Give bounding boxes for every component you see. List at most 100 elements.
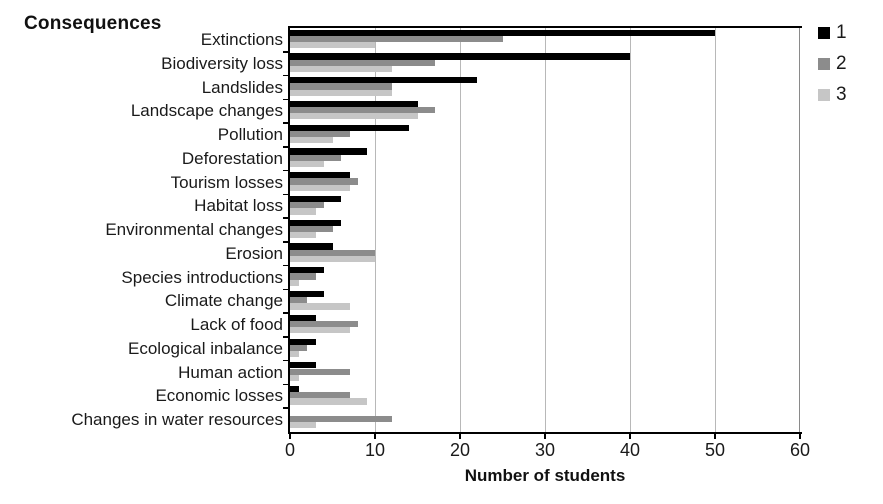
category-label: Tourism losses bbox=[170, 172, 283, 192]
bar-pollution-series-3 bbox=[290, 137, 333, 144]
category-label: Ecological inbalance bbox=[128, 338, 283, 358]
bar-biodiversity-loss-series-3 bbox=[290, 65, 392, 72]
x-axis-tick bbox=[799, 434, 801, 439]
category-label: Landslides bbox=[201, 77, 283, 97]
x-axis-title: Number of students bbox=[464, 466, 626, 485]
y-axis-tick bbox=[283, 288, 288, 291]
category-label: Climate change bbox=[164, 291, 283, 311]
y-axis-tick bbox=[283, 407, 288, 409]
bar-pollution-series-2 bbox=[290, 130, 350, 138]
bar-erosion-series-1 bbox=[290, 243, 333, 250]
gridline-x50 bbox=[714, 28, 716, 432]
bar-environmental-changes-series-1 bbox=[290, 219, 341, 226]
y-axis-tick bbox=[283, 359, 288, 362]
x-axis-tick bbox=[289, 434, 291, 439]
bar-ecological-inbalance-series-3 bbox=[290, 350, 299, 358]
bar-human-action-series-2 bbox=[290, 368, 350, 375]
y-axis-tick bbox=[283, 193, 288, 196]
x-tick-label: 30 bbox=[534, 440, 556, 460]
legend-label: 2 bbox=[836, 53, 847, 74]
y-axis-tick bbox=[283, 312, 288, 314]
bar-economic-losses-series-1 bbox=[290, 386, 299, 393]
bar-ecological-inbalance-series-2 bbox=[290, 344, 307, 351]
category-label: Environmental changes bbox=[105, 220, 283, 240]
bar-species-introductions-series-3 bbox=[290, 279, 299, 286]
gridline-x40 bbox=[629, 28, 631, 432]
bar-tourism-losses-series-3 bbox=[290, 184, 350, 191]
category-label: Deforestation bbox=[181, 148, 283, 168]
bar-erosion-series-2 bbox=[290, 249, 375, 256]
bar-lack-of-food-series-2 bbox=[290, 320, 358, 328]
bar-extinctions-series-3 bbox=[290, 42, 375, 49]
x-tick-label: 0 bbox=[284, 440, 295, 460]
bar-biodiversity-loss-series-2 bbox=[290, 59, 435, 66]
category-label: Lack of food bbox=[190, 315, 283, 335]
bar-tourism-losses-series-1 bbox=[290, 172, 350, 179]
bar-lack-of-food-series-1 bbox=[290, 314, 316, 321]
x-tick-label: 20 bbox=[449, 440, 471, 460]
bar-changes-in-water-resources-series-2 bbox=[290, 416, 392, 423]
legend-item-3: 3 bbox=[818, 84, 847, 106]
bar-landslides-series-1 bbox=[290, 77, 477, 84]
bar-deforestation-series-3 bbox=[290, 160, 324, 167]
x-axis-tick bbox=[459, 434, 461, 439]
bar-economic-losses-series-3 bbox=[290, 398, 367, 405]
y-axis-tick bbox=[283, 264, 288, 267]
x-axis-tick bbox=[714, 434, 716, 439]
legend-swatch-icon bbox=[818, 89, 830, 101]
bar-deforestation-series-1 bbox=[290, 148, 367, 155]
category-label: Extinctions bbox=[200, 30, 283, 49]
bar-economic-losses-series-2 bbox=[290, 392, 350, 399]
bar-landslides-series-3 bbox=[290, 89, 392, 96]
bar-human-action-series-3 bbox=[290, 374, 299, 381]
gridline-x10 bbox=[374, 28, 376, 432]
bar-habitat-loss-series-1 bbox=[290, 195, 341, 203]
category-label: Economic losses bbox=[155, 386, 283, 406]
bar-climate-change-series-3 bbox=[290, 303, 350, 310]
y-axis-tick bbox=[283, 336, 288, 338]
bar-extinctions-series-2 bbox=[290, 35, 503, 42]
bar-species-introductions-series-1 bbox=[290, 267, 324, 274]
category-label: Changes in water resources bbox=[71, 410, 283, 430]
bar-erosion-series-3 bbox=[290, 255, 375, 263]
category-label: Erosion bbox=[225, 243, 283, 263]
y-axis-tick bbox=[283, 146, 288, 148]
x-tick-label: 40 bbox=[619, 440, 641, 460]
category-label: Human action bbox=[178, 362, 283, 382]
bar-climate-change-series-1 bbox=[290, 291, 324, 298]
y-axis-tick bbox=[283, 241, 288, 243]
y-axis-tick bbox=[283, 122, 288, 124]
y-axis-tick bbox=[283, 74, 288, 77]
bar-environmental-changes-series-2 bbox=[290, 225, 333, 233]
bar-changes-in-water-resources-series-3 bbox=[290, 422, 316, 429]
y-axis-tick bbox=[283, 217, 288, 219]
chart-title: Consequences bbox=[24, 13, 162, 34]
bar-habitat-loss-series-2 bbox=[290, 202, 324, 209]
bar-environmental-changes-series-3 bbox=[290, 232, 316, 239]
x-tick-label: 60 bbox=[789, 440, 811, 460]
legend-item-1: 1 bbox=[818, 22, 847, 44]
x-axis-line bbox=[288, 432, 802, 434]
y-axis-tick bbox=[283, 383, 288, 386]
legend-item-2: 2 bbox=[818, 53, 847, 75]
bar-extinctions-series-1 bbox=[290, 29, 715, 36]
legend-swatch-icon bbox=[818, 27, 830, 39]
category-label: Landscape changes bbox=[130, 101, 283, 121]
bar-biodiversity-loss-series-1 bbox=[290, 53, 630, 60]
plot-area bbox=[283, 26, 802, 434]
bar-climate-change-series-2 bbox=[290, 297, 307, 304]
bar-landscape-changes-series-3 bbox=[290, 113, 418, 120]
bar-lack-of-food-series-3 bbox=[290, 327, 350, 334]
bar-landslides-series-2 bbox=[290, 83, 392, 90]
x-axis-tick bbox=[374, 434, 376, 439]
y-axis-line bbox=[288, 26, 290, 434]
category-label: Habitat loss bbox=[194, 196, 283, 216]
bar-species-introductions-series-2 bbox=[290, 273, 316, 280]
legend-swatch-icon bbox=[818, 58, 830, 70]
x-tick-label: 50 bbox=[704, 440, 726, 460]
category-label: Biodiversity loss bbox=[161, 53, 283, 73]
y-axis-tick bbox=[283, 51, 288, 53]
y-axis-tick bbox=[283, 98, 288, 101]
gridline-x20 bbox=[459, 28, 461, 432]
